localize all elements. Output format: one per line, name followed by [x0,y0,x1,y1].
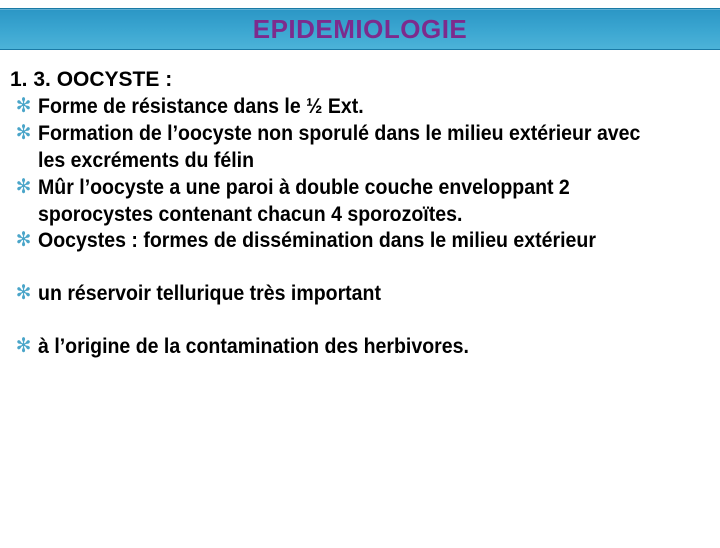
asterisk-icon: ✻ [16,94,32,120]
list-item-text: Oocystes : formes de dissémination dans … [38,229,596,252]
list-item-text: Formation de l’oocyste non sporulé dans … [38,122,640,172]
bullet-list: ✻ Forme de résistance dans le ½ Ext. ✻ F… [8,94,702,361]
list-item: ✻ Forme de résistance dans le ½ Ext. [12,94,654,121]
list-item-text: Forme de résistance dans le ½ Ext. [38,95,364,118]
list-item-text: à l’origine de la contamination des herb… [38,335,469,358]
list-item: ✻ Mûr l’oocyste a une paroi à double cou… [12,175,654,229]
list-item: ✻ Formation de l’oocyste non sporulé dan… [12,121,654,175]
asterisk-icon: ✻ [16,228,32,254]
asterisk-icon: ✻ [16,175,32,201]
list-item-text: Mûr l’oocyste a une paroi à double couch… [38,176,570,226]
asterisk-icon: ✻ [16,334,32,360]
list-item: ✻ Oocystes : formes de dissémination dan… [12,228,654,255]
list-item-text: un réservoir tellurique très important [38,282,381,305]
content-area: 1. 3. OOCYSTE : ✻ Forme de résistance da… [0,50,720,361]
title-bar: EPIDEMIOLOGIE [0,8,720,50]
list-item: ✻ à l’origine de la contamination des he… [12,334,654,361]
section-subtitle: 1. 3. OOCYSTE : [8,68,702,92]
asterisk-icon: ✻ [16,281,32,307]
list-item: ✻ un réservoir tellurique très important [12,281,654,308]
page-title: EPIDEMIOLOGIE [253,14,468,45]
asterisk-icon: ✻ [16,121,32,147]
